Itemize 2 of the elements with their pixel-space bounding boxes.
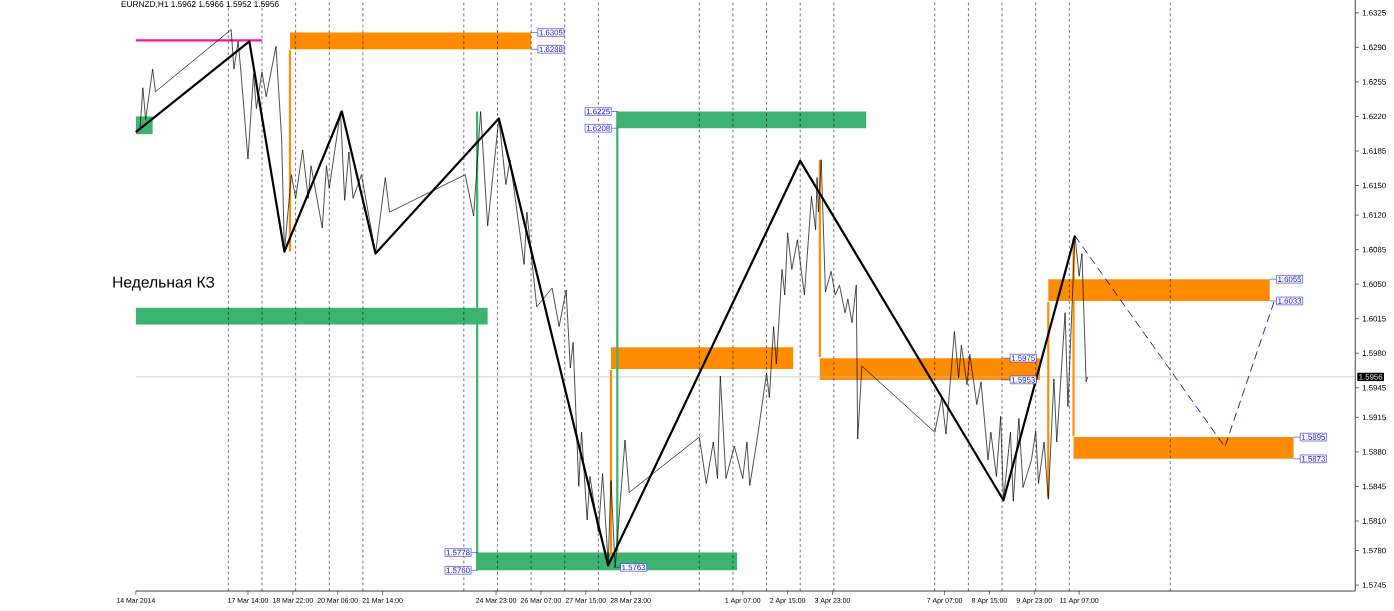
chart-title: EURNZD,H1 1.5962 1.5966 1.5952 1.5956 xyxy=(121,1,279,9)
annotation: Недельная КЗ xyxy=(113,276,215,291)
